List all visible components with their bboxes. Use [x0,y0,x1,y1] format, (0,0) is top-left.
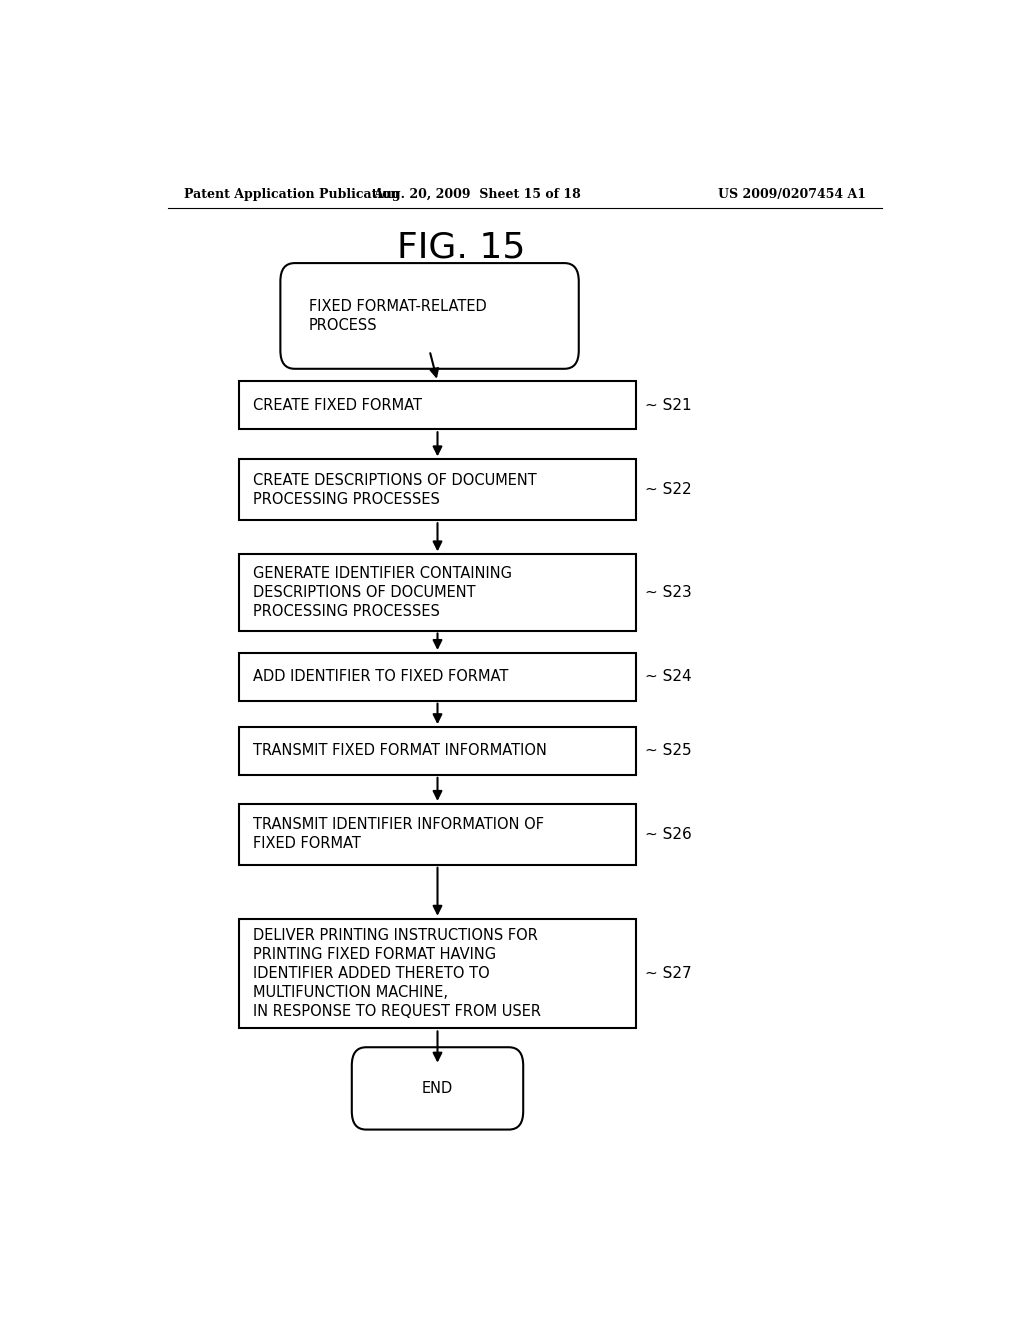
Text: ∼ S27: ∼ S27 [645,966,692,981]
FancyBboxPatch shape [352,1047,523,1130]
Text: Patent Application Publication: Patent Application Publication [183,189,399,202]
Bar [240,653,636,701]
Text: FIG. 15: FIG. 15 [397,231,525,265]
Text: ∼ S24: ∼ S24 [645,669,692,684]
Bar [240,554,636,631]
FancyArrowPatch shape [430,354,438,376]
Text: US 2009/0207454 A1: US 2009/0207454 A1 [718,189,866,202]
FancyArrowPatch shape [433,1031,441,1060]
Text: CREATE DESCRIPTIONS OF DOCUMENT
PROCESSING PROCESSES: CREATE DESCRIPTIONS OF DOCUMENT PROCESSI… [253,473,538,507]
FancyArrowPatch shape [433,634,441,648]
Text: Aug. 20, 2009  Sheet 15 of 18: Aug. 20, 2009 Sheet 15 of 18 [374,189,581,202]
Text: DELIVER PRINTING INSTRUCTIONS FOR
PRINTING FIXED FORMAT HAVING
IDENTIFIER ADDED : DELIVER PRINTING INSTRUCTIONS FOR PRINTI… [253,928,542,1019]
FancyArrowPatch shape [433,432,441,454]
Bar [240,459,636,520]
Bar [240,919,636,1028]
Text: ∼ S22: ∼ S22 [645,482,692,498]
Bar [240,804,636,865]
Text: ∼ S26: ∼ S26 [645,826,692,842]
Text: CREATE FIXED FORMAT: CREATE FIXED FORMAT [253,397,422,413]
Text: GENERATE IDENTIFIER CONTAINING
DESCRIPTIONS OF DOCUMENT
PROCESSING PROCESSES: GENERATE IDENTIFIER CONTAINING DESCRIPTI… [253,566,512,619]
Text: FIXED FORMAT-RELATED
PROCESS: FIXED FORMAT-RELATED PROCESS [309,298,486,333]
Text: TRANSMIT IDENTIFIER INFORMATION OF
FIXED FORMAT: TRANSMIT IDENTIFIER INFORMATION OF FIXED… [253,817,545,851]
FancyArrowPatch shape [433,704,441,722]
Text: ∼ S25: ∼ S25 [645,743,692,759]
Bar [240,381,636,429]
Text: ∼ S23: ∼ S23 [645,585,692,599]
Text: END: END [422,1081,454,1096]
FancyArrowPatch shape [433,777,441,799]
Bar [240,727,636,775]
FancyArrowPatch shape [433,867,441,913]
Text: TRANSMIT FIXED FORMAT INFORMATION: TRANSMIT FIXED FORMAT INFORMATION [253,743,547,759]
Text: ADD IDENTIFIER TO FIXED FORMAT: ADD IDENTIFIER TO FIXED FORMAT [253,669,509,684]
FancyArrowPatch shape [433,523,441,549]
FancyBboxPatch shape [281,263,579,368]
Text: ∼ S21: ∼ S21 [645,397,692,413]
